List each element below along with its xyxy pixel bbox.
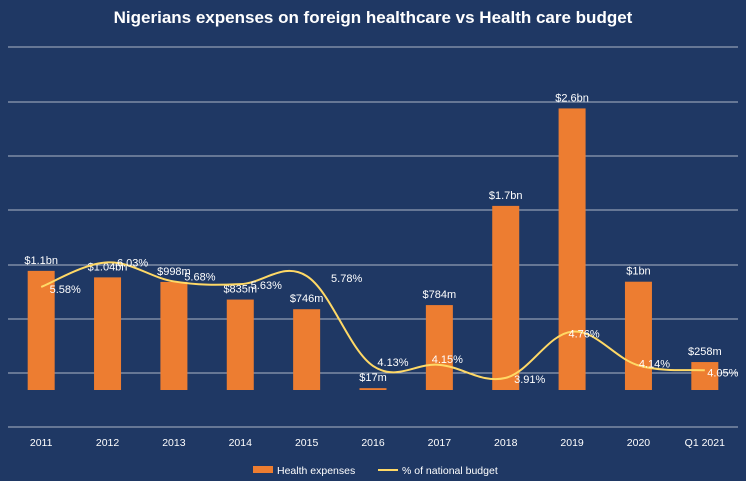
- bar-label: $2.6bn: [555, 92, 589, 104]
- bar: [160, 281, 188, 390]
- legend-label-line: % of national budget: [402, 465, 498, 477]
- line-label: 5.68%: [184, 271, 215, 283]
- bar-label: $998m: [157, 266, 191, 278]
- bar: [94, 277, 122, 390]
- bar: [492, 205, 520, 390]
- line-label: 4.13%: [377, 357, 408, 369]
- line-label: 5.63%: [251, 280, 282, 292]
- bar-label: $1bn: [626, 266, 650, 278]
- bar: [293, 309, 321, 390]
- line-label: 3.91%: [514, 374, 545, 386]
- bar: [624, 281, 652, 390]
- line-label: 5.58%: [50, 284, 81, 296]
- x-tick-label: 2018: [494, 437, 518, 449]
- line-label: 4.05%: [707, 367, 738, 379]
- line-label: 4.14%: [639, 358, 670, 370]
- x-tick-label: 2012: [96, 437, 120, 449]
- bar: [359, 388, 387, 390]
- x-tick-label: 2011: [30, 437, 53, 449]
- x-tick-label: Q1 2021: [685, 437, 725, 449]
- x-tick-label: 2015: [295, 437, 319, 449]
- bar: [27, 270, 55, 390]
- x-tick-label: 2019: [560, 437, 584, 449]
- x-tick-label: 2017: [428, 437, 452, 449]
- x-tick-label: 2014: [229, 437, 253, 449]
- x-tick-label: 2013: [162, 437, 186, 449]
- bar: [558, 108, 586, 391]
- line-label: 4.15%: [432, 354, 463, 366]
- legend-swatch-bar: [253, 466, 273, 473]
- bar: [691, 362, 719, 390]
- bar-label: $784m: [423, 289, 457, 301]
- line-label: 6.03%: [117, 257, 148, 269]
- x-tick-label: 2016: [361, 437, 385, 449]
- legend-label-bar: Health expenses: [277, 465, 355, 477]
- line-label: 5.78%: [331, 273, 362, 285]
- line-label: 4.76%: [568, 329, 599, 341]
- bar-label: $258m: [688, 346, 722, 358]
- series-line: [40, 261, 705, 381]
- x-tick-label: 2020: [627, 437, 651, 449]
- chart-title: Nigerians expenses on foreign healthcare…: [113, 8, 633, 27]
- bar-label: $746m: [290, 293, 324, 305]
- bar-label: $17m: [359, 372, 387, 384]
- bar: [425, 305, 453, 390]
- bar-label: $1.7bn: [489, 190, 523, 202]
- bar-label: $1.1bn: [24, 255, 58, 267]
- bar-label: $835m: [223, 284, 257, 296]
- bar: [226, 299, 254, 390]
